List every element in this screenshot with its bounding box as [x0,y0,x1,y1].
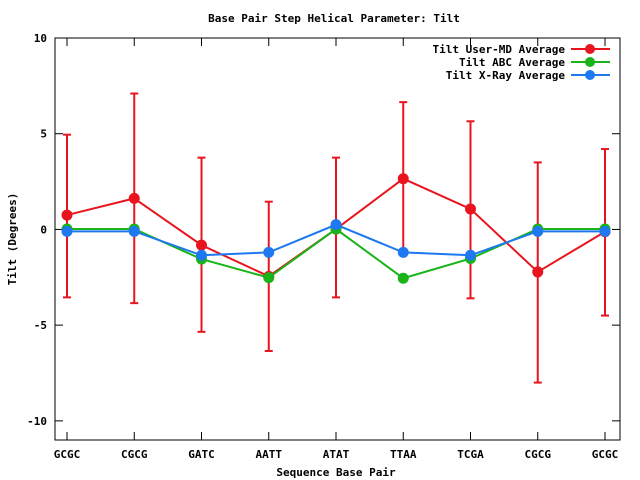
data-point [397,173,409,185]
legend-label: Tilt X-Ray Average [446,69,566,82]
series-layer [61,92,611,384]
x-tick-label: ATAT [323,448,350,461]
y-tick-label: -5 [34,319,47,332]
data-point [263,272,275,284]
data-point [196,249,207,261]
legend-label: Tilt User-MD Average [433,43,566,56]
legend-marker [585,70,595,80]
x-tick-label: GCGC [592,448,619,461]
data-point [61,209,73,221]
y-tick-label: 5 [40,128,47,141]
plot-border [54,37,621,441]
x-tick-label: GATC [188,448,215,461]
x-tick-label: TCGA [457,448,484,461]
data-point [397,246,409,258]
data-point [128,192,140,204]
y-tick-label: -10 [27,415,47,428]
y-tick-label: 0 [40,223,47,236]
data-point [397,272,409,284]
data-point [532,225,544,237]
plot-frame [54,37,621,441]
data-point [196,239,207,251]
y-axis: -10 -5 0 5 10 [27,32,620,428]
data-point [465,203,476,215]
x-axis: GCGC CGCG GATC AATT ATAT TTAA TCGA CGCG GCGC [54,38,619,461]
data-point [263,246,275,258]
x-tick-label: CGCG [121,448,148,461]
x-tick-label: TTAA [390,448,417,461]
error-bars-0 [63,92,609,384]
chart-title: Base Pair Step Helical Parameter: Tilt [208,12,460,25]
legend-marker [585,57,595,67]
data-point [330,219,342,231]
legend-marker [585,44,595,54]
data-point [61,225,73,237]
data-point [465,249,476,261]
y-tick-label: 10 [34,32,47,45]
x-axis-label: Sequence Base Pair [276,466,396,479]
series-2 [61,219,611,261]
x-tick-label: GCGC [54,448,81,461]
x-tick-label: AATT [256,448,283,461]
data-point [532,266,544,278]
data-point [128,225,140,237]
x-tick-label: CGCG [525,448,552,461]
y-axis-label: Tilt (Degrees) [6,193,19,286]
legend-label: Tilt ABC Average [459,56,565,69]
data-point [599,225,611,237]
